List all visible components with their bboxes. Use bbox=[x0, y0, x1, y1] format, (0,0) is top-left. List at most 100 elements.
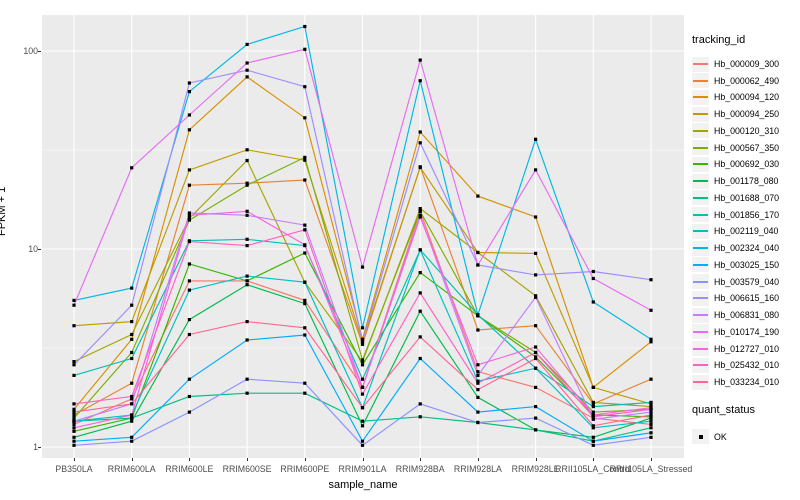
legend-key-swatch bbox=[692, 374, 709, 390]
data-point bbox=[130, 332, 134, 337]
data-point bbox=[130, 402, 134, 406]
black-square-point-icon bbox=[698, 434, 703, 439]
data-point bbox=[303, 298, 307, 302]
data-point bbox=[534, 350, 538, 355]
data-point bbox=[360, 340, 365, 344]
legend-line-icon bbox=[693, 364, 708, 367]
data-point bbox=[360, 265, 365, 269]
data-point bbox=[130, 320, 134, 324]
data-point bbox=[418, 402, 422, 406]
legend-key-swatch bbox=[692, 257, 709, 273]
data-point bbox=[476, 420, 480, 425]
legend-entry-label: Hb_002324_040 bbox=[714, 243, 780, 254]
data-point bbox=[187, 128, 191, 132]
legend-key-swatch bbox=[692, 56, 709, 72]
data-point bbox=[649, 410, 653, 414]
data-point bbox=[649, 426, 653, 430]
data-point bbox=[418, 213, 422, 217]
data-point bbox=[187, 288, 191, 292]
x-tick-mark bbox=[74, 458, 75, 461]
plot-panel bbox=[42, 15, 684, 458]
data-point bbox=[649, 431, 653, 435]
data-point bbox=[303, 158, 307, 162]
legend-entry-Hb_002324_040: Hb_002324_040 bbox=[692, 240, 779, 257]
legend-key-swatch bbox=[692, 290, 709, 306]
data-point bbox=[476, 410, 480, 414]
data-point bbox=[303, 243, 307, 247]
legend-entry-Hb_012727_010: Hb_012727_010 bbox=[692, 340, 779, 357]
legend-line-icon bbox=[693, 113, 708, 116]
legend-entry-Hb_000567_350: Hb_000567_350 bbox=[692, 139, 779, 156]
legend-key-swatch bbox=[692, 324, 709, 340]
data-point bbox=[591, 426, 595, 430]
data-point bbox=[130, 397, 134, 401]
legend-key-swatch bbox=[692, 89, 709, 105]
data-point bbox=[303, 223, 307, 227]
data-point bbox=[591, 300, 595, 304]
legend-key-swatch bbox=[692, 106, 709, 122]
x-tick-label-PB350LA: PB350LA bbox=[55, 464, 93, 474]
legend-line-icon bbox=[693, 63, 708, 65]
data-point bbox=[187, 318, 191, 322]
data-point bbox=[72, 324, 76, 328]
data-point bbox=[418, 291, 422, 295]
legend-entry-label: Hb_010174_190 bbox=[714, 326, 780, 337]
data-point bbox=[649, 400, 653, 404]
data-point bbox=[187, 377, 191, 381]
data-point bbox=[303, 47, 307, 51]
data-point bbox=[130, 394, 134, 399]
data-point bbox=[649, 435, 653, 439]
x-tick-mark bbox=[593, 458, 595, 461]
data-point bbox=[245, 209, 249, 213]
legend-key-swatch bbox=[692, 140, 709, 156]
legend-entry-label: Hb_003579_040 bbox=[714, 276, 780, 287]
legend-entry-Hb_003579_040: Hb_003579_040 bbox=[692, 273, 779, 290]
legend-entry-label: Hb_003025_150 bbox=[714, 259, 780, 270]
data-point bbox=[245, 244, 249, 248]
legend-entry-label: Hb_001688_070 bbox=[714, 192, 780, 203]
data-point bbox=[360, 342, 365, 346]
data-point bbox=[130, 435, 134, 439]
legend-entry-Hb_003025_150: Hb_003025_150 bbox=[692, 256, 779, 273]
data-point bbox=[360, 377, 365, 381]
data-point bbox=[649, 278, 653, 282]
legend-entry-label: OK bbox=[714, 431, 727, 442]
data-point bbox=[130, 286, 134, 290]
y-tick-mark bbox=[38, 51, 41, 52]
data-point bbox=[360, 385, 365, 389]
data-point bbox=[418, 335, 422, 339]
data-point bbox=[534, 428, 538, 432]
legend-line-icon bbox=[693, 163, 708, 166]
data-point bbox=[418, 165, 422, 170]
data-point bbox=[130, 166, 134, 170]
data-point bbox=[72, 363, 76, 367]
legend-entry-label: Hb_000120_310 bbox=[714, 125, 780, 136]
data-point bbox=[245, 148, 249, 152]
data-point bbox=[476, 328, 480, 332]
x-tick-mark bbox=[131, 458, 133, 461]
data-point bbox=[245, 237, 249, 241]
data-point bbox=[649, 413, 653, 417]
x-tick-label-RRII105LA_Control: RRII105LA_Control bbox=[555, 464, 632, 474]
y-tick-label: 10 bbox=[28, 244, 38, 254]
data-point bbox=[476, 395, 480, 399]
legend-entry-Hb_001178_080: Hb_001178_080 bbox=[692, 173, 778, 190]
x-axis-title: sample_name bbox=[328, 479, 398, 491]
x-tick-mark bbox=[304, 458, 306, 461]
data-point bbox=[649, 337, 653, 341]
legend-key-swatch bbox=[692, 73, 709, 89]
data-point bbox=[418, 58, 422, 62]
data-point bbox=[534, 295, 538, 299]
data-point bbox=[360, 326, 365, 330]
data-point bbox=[130, 419, 134, 423]
data-point bbox=[187, 211, 191, 215]
data-point bbox=[534, 345, 538, 349]
data-point bbox=[72, 410, 76, 414]
legend-entry-Hb_000009_300: Hb_000009_300 bbox=[692, 56, 779, 73]
data-point bbox=[476, 313, 480, 317]
legend-line-icon bbox=[693, 247, 708, 250]
legend-entry-Hb_025432_010: Hb_025432_010 bbox=[692, 357, 779, 374]
legend-line-icon bbox=[693, 297, 708, 300]
legend-entry-Hb_000692_030: Hb_000692_030 bbox=[692, 156, 779, 173]
legend-entry-Hb_000094_120: Hb_000094_120 bbox=[692, 89, 779, 106]
